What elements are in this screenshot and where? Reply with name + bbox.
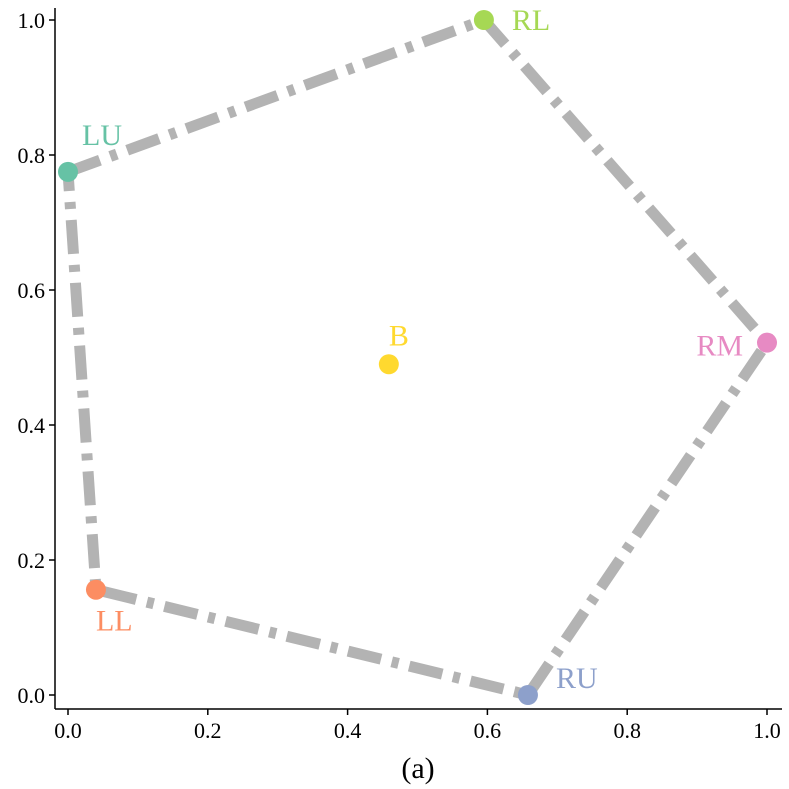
data-points [58, 10, 777, 705]
x-tick-label: 1.0 [753, 718, 781, 743]
chart-caption: (a) [401, 752, 434, 785]
point-lu [58, 161, 78, 182]
y-tick-label: 0.0 [18, 683, 46, 708]
x-tick-label: 0.6 [474, 718, 502, 743]
y-tick-label: 1.0 [18, 8, 46, 33]
point-rm [757, 332, 777, 353]
point-ru [517, 685, 538, 705]
y-tick-label: 0.4 [18, 413, 46, 438]
point-label-lu: LU [82, 119, 122, 152]
y-tick-label: 0.2 [18, 548, 46, 573]
point-label-rm: RM [696, 330, 743, 363]
x-tick-label: 0.2 [194, 718, 222, 743]
axes [54, 8, 782, 710]
x-tick-label: 0.8 [613, 718, 641, 743]
polygon-outline [62, 14, 773, 701]
y-tick-label: 0.6 [18, 278, 46, 303]
point-rl [473, 10, 494, 30]
point-labels: LU RL RM RU LL B [82, 4, 743, 695]
point-ll [85, 579, 106, 600]
x-tick-label: 0.4 [334, 718, 362, 743]
point-label-ll: LL [96, 605, 133, 638]
polygon-layer [62, 14, 773, 701]
ticks: 0.0 0.2 0.4 0.6 0.8 1.0 0.0 0.2 0.4 0.6 0.8 1.0 [18, 8, 781, 743]
point-b [378, 354, 399, 375]
point-label-b: B [389, 319, 409, 352]
point-label-ru: RU [556, 662, 598, 695]
point-label-rl: RL [512, 4, 550, 37]
y-tick-label: 0.8 [18, 143, 46, 168]
x-tick-label: 0.0 [54, 718, 82, 743]
